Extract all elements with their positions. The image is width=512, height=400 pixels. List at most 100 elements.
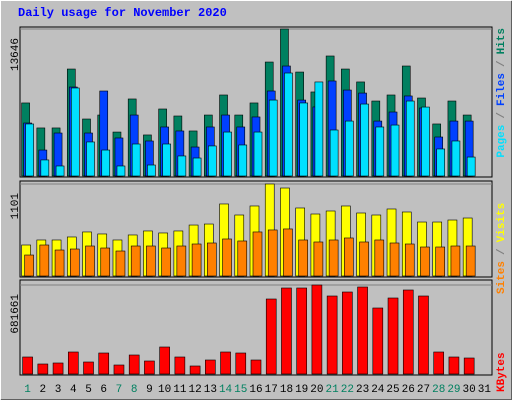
bar <box>284 72 293 177</box>
bar <box>115 250 126 277</box>
x-tick-label: 7 <box>116 384 123 396</box>
bar <box>450 245 461 277</box>
bar <box>189 365 201 375</box>
bar <box>22 356 33 375</box>
x-tick-label: 11 <box>173 384 187 396</box>
bar <box>55 165 65 177</box>
legend-entry: Hits <box>496 28 508 54</box>
x-tick-label: 1 <box>24 384 31 396</box>
bar <box>389 242 400 277</box>
bar <box>25 123 34 177</box>
legend: KBytes <box>496 352 508 392</box>
x-tick-label: 29 <box>447 384 460 396</box>
bar <box>83 361 94 375</box>
x-tick-label: 3 <box>55 384 62 396</box>
x-tick-label: 8 <box>131 384 138 396</box>
bar <box>237 240 248 277</box>
bar <box>192 157 202 177</box>
legend: Pages / Files / Hits <box>496 28 508 158</box>
bar <box>101 149 111 177</box>
bar <box>345 120 354 177</box>
legend-separator: / <box>496 248 508 255</box>
bar <box>207 242 217 277</box>
bar <box>161 247 171 277</box>
x-tick-label: 28 <box>432 384 445 396</box>
bar <box>326 295 338 375</box>
bar <box>268 99 278 177</box>
bar <box>375 126 385 177</box>
bar <box>466 156 476 177</box>
bar <box>298 239 308 277</box>
bar <box>433 351 445 375</box>
bar <box>205 359 216 375</box>
bar <box>420 246 430 277</box>
bar <box>40 159 50 177</box>
x-tick-label: 2 <box>40 384 47 396</box>
bar <box>296 287 307 375</box>
bar <box>250 359 262 375</box>
bar <box>451 140 461 177</box>
x-tick-label: 30 <box>463 384 476 396</box>
bar <box>146 245 156 277</box>
legend-entry: Pages <box>496 125 508 158</box>
bar <box>311 284 323 375</box>
bar <box>265 298 277 375</box>
bar <box>69 248 80 277</box>
bar <box>448 356 460 375</box>
bar <box>159 346 170 375</box>
bar <box>222 238 232 277</box>
bar <box>220 351 231 375</box>
bar <box>387 297 399 375</box>
bar <box>128 354 140 375</box>
bar <box>267 229 278 277</box>
x-tick-label: 13 <box>204 384 217 396</box>
x-tick-label: 4 <box>70 384 77 396</box>
bar <box>98 352 110 375</box>
x-tick-label: 23 <box>356 384 369 396</box>
x-tick-label: 9 <box>146 384 153 396</box>
x-tick-label: 19 <box>295 384 308 396</box>
bar <box>360 103 369 177</box>
bar <box>130 245 141 277</box>
x-tick-label: 27 <box>417 384 430 396</box>
bar <box>283 228 293 277</box>
bar <box>435 246 446 277</box>
legend-separator: / <box>496 112 508 119</box>
x-tick-label: 24 <box>371 384 385 396</box>
bar <box>359 241 369 277</box>
x-tick-label: 18 <box>280 384 293 396</box>
bar <box>131 143 141 177</box>
bar <box>465 245 476 277</box>
x-tick-label: 25 <box>386 384 399 396</box>
bar <box>191 243 202 277</box>
bar <box>252 231 263 277</box>
bar <box>299 102 308 177</box>
bar <box>144 360 155 375</box>
bar <box>85 245 95 277</box>
y-tick-label: 681661 <box>10 294 22 334</box>
bar <box>54 249 65 277</box>
bar <box>24 254 34 277</box>
bar <box>223 131 232 177</box>
bar <box>436 148 446 177</box>
x-tick-label: 12 <box>188 384 201 396</box>
x-tick-label: 10 <box>158 384 171 396</box>
x-tick-label: 15 <box>234 384 247 396</box>
bar <box>342 291 353 375</box>
bar <box>86 141 95 177</box>
bar <box>52 362 64 375</box>
bar <box>390 124 400 177</box>
bar <box>328 239 339 277</box>
bar <box>37 363 49 375</box>
bar <box>374 239 385 277</box>
x-tick-label: 17 <box>265 384 278 396</box>
x-tick-label: 21 <box>326 384 340 396</box>
bar <box>208 145 217 177</box>
bar <box>100 247 111 277</box>
x-tick-label: 6 <box>100 384 107 396</box>
x-tick-label: 16 <box>249 384 262 396</box>
bar <box>344 237 354 277</box>
bar <box>39 244 50 277</box>
